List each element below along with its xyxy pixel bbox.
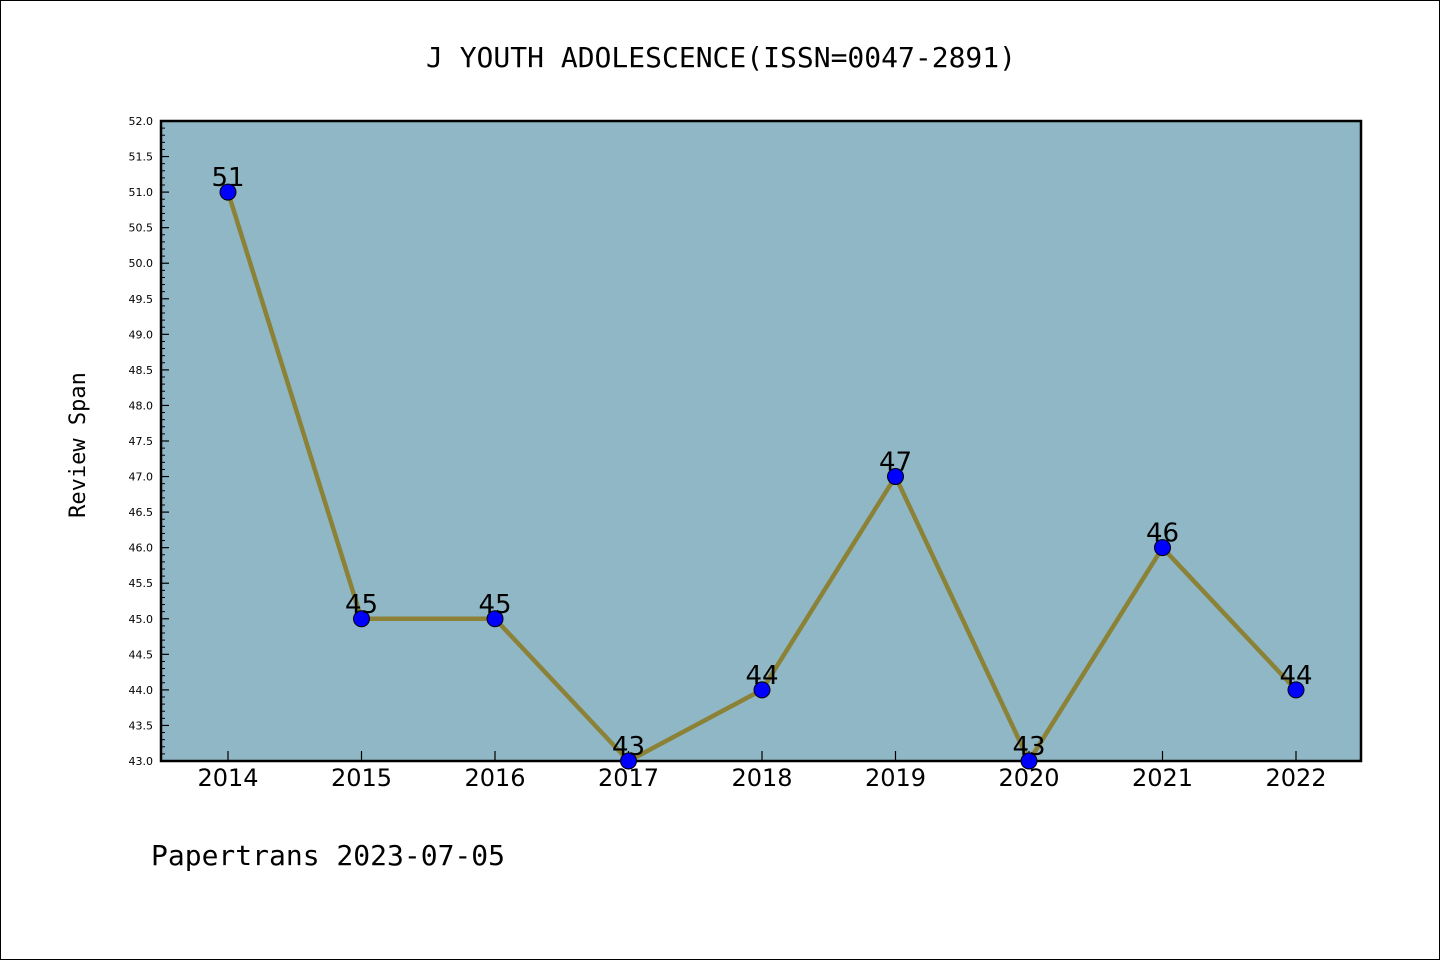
footer-label: Papertrans 2023-07-05 xyxy=(151,839,505,872)
data-label: 51 xyxy=(211,163,244,193)
data-label: 43 xyxy=(1012,732,1045,762)
data-label: 46 xyxy=(1146,519,1179,549)
y-ticks: 43.0 43.5 44.0 44.5 45.0 45.5 46.0 46.5 47.0 47.5… xyxy=(129,115,169,768)
x-tick-label: 2019 xyxy=(865,764,926,792)
data-point xyxy=(1287,681,1305,699)
data-point xyxy=(753,681,771,699)
data-label: 44 xyxy=(745,661,778,691)
y-tick-label: 47.5 xyxy=(129,435,154,448)
y-tick-label: 48.5 xyxy=(129,364,154,377)
y-tick-label: 46.0 xyxy=(129,542,154,555)
y-tick-label: 49.0 xyxy=(129,328,154,341)
y-tick-label: 52.0 xyxy=(129,115,154,128)
data-point xyxy=(1154,539,1171,557)
data-label: 43 xyxy=(612,732,645,762)
y-tick-label: 50.5 xyxy=(129,222,154,235)
x-tick-label: 2022 xyxy=(1265,764,1326,792)
data-series: 51 45 45 43 44 47 43 46 44 xyxy=(211,163,1313,770)
data-point xyxy=(486,610,504,628)
x-tick-label: 2021 xyxy=(1132,764,1193,792)
y-tick-label: 43.0 xyxy=(129,755,154,768)
data-point xyxy=(219,183,237,201)
y-tick-label: 47.0 xyxy=(129,471,154,484)
y-tick-label: 48.0 xyxy=(129,399,154,412)
data-point xyxy=(1020,752,1038,770)
x-tick-label: 2014 xyxy=(197,764,258,792)
y-tick-label: 50.0 xyxy=(129,257,154,270)
plot-area xyxy=(159,119,1363,763)
data-point xyxy=(353,610,370,628)
y-tick-label: 45.0 xyxy=(129,613,154,626)
x-tick-label: 2016 xyxy=(464,764,525,792)
y-tick-label: 43.5 xyxy=(129,719,154,732)
y-tick-label: 51.5 xyxy=(129,151,154,164)
y-tick-label: 45.5 xyxy=(129,577,154,590)
data-label: 44 xyxy=(1279,661,1312,691)
chart-title: J YOUTH ADOLESCENCE(ISSN=0047-2891) xyxy=(426,41,1016,74)
data-label: 45 xyxy=(345,590,378,620)
data-point xyxy=(887,468,904,486)
y-tick-label: 44.5 xyxy=(129,648,154,661)
x-tick-label: 2018 xyxy=(731,764,792,792)
y-tick-label: 51.0 xyxy=(129,186,154,199)
y-tick-label: 46.5 xyxy=(129,506,154,519)
data-point xyxy=(620,752,637,770)
y-tick-label: 49.5 xyxy=(129,293,154,306)
y-tick-label: 44.0 xyxy=(129,684,154,697)
x-ticks: 2014 2015 2016 2017 2018 2019 2020 2021 2022 xyxy=(197,751,1327,792)
data-label: 47 xyxy=(879,448,912,478)
data-label: 45 xyxy=(478,590,511,620)
y-axis-label: Review Span xyxy=(66,372,91,518)
x-tick-label: 2015 xyxy=(331,764,392,792)
